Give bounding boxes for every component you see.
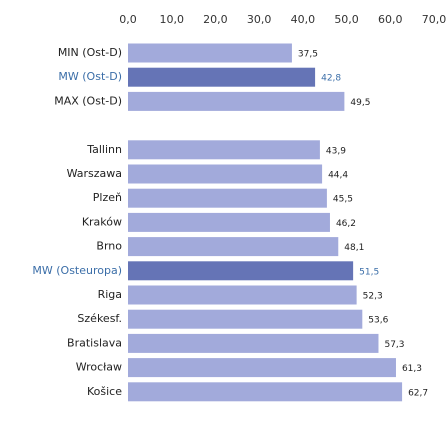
bar (128, 43, 292, 63)
value-label: 48,1 (344, 243, 364, 253)
y-tick-label: Bratislava (67, 336, 122, 349)
value-label: 52,3 (363, 292, 383, 302)
x-tick-label: 0,0 (119, 13, 137, 26)
value-label: 49,5 (350, 98, 370, 108)
y-tick-label: MIN (Ost-D) (58, 46, 122, 59)
bar (128, 188, 327, 208)
bar (128, 140, 320, 160)
value-label: 51,5 (359, 267, 379, 277)
y-tick-label: Plzeň (93, 191, 122, 204)
x-tick-label: 20,0 (203, 13, 228, 26)
x-tick-label: 70,0 (422, 13, 446, 26)
value-label: 53,6 (368, 316, 388, 326)
value-label: 61,3 (402, 364, 422, 374)
y-tick-label: Košice (87, 385, 122, 398)
x-tick-label: 60,0 (378, 13, 403, 26)
y-tick-label: Tallinn (86, 143, 122, 156)
bar (128, 237, 339, 257)
bar (128, 358, 396, 378)
y-tick-label: Warszawa (67, 167, 122, 180)
bar (128, 382, 403, 402)
bar (128, 91, 345, 111)
bar (128, 333, 379, 353)
bar (128, 309, 363, 329)
value-label: 46,2 (336, 219, 356, 229)
bar (128, 261, 354, 281)
x-tick-label: 30,0 (247, 13, 272, 26)
y-tick-label: Székesf. (77, 312, 122, 325)
y-tick-label: MW (Ost-D) (58, 70, 122, 83)
bar (128, 285, 357, 305)
y-tick-label: Kraków (82, 215, 122, 228)
x-tick-label: 10,0 (159, 13, 184, 26)
bar (128, 164, 323, 184)
value-label: 44,4 (328, 171, 348, 181)
value-label: 42,8 (321, 74, 341, 84)
y-tick-label: Brno (96, 240, 122, 253)
value-label: 37,5 (298, 50, 318, 60)
y-tick-label: MW (Osteuropa) (32, 264, 122, 277)
value-label: 62,7 (408, 388, 428, 398)
x-tick-label: 50,0 (334, 13, 359, 26)
value-label: 43,9 (326, 146, 346, 156)
value-label: 57,3 (384, 340, 404, 350)
y-tick-label: MAX (Ost-D) (54, 94, 122, 107)
value-label: 45,5 (333, 195, 353, 205)
x-tick-label: 40,0 (291, 13, 316, 26)
y-tick-label: Riga (98, 288, 122, 301)
y-tick-label: Wrocław (76, 361, 122, 374)
bar (128, 212, 330, 232)
bar (128, 67, 316, 87)
